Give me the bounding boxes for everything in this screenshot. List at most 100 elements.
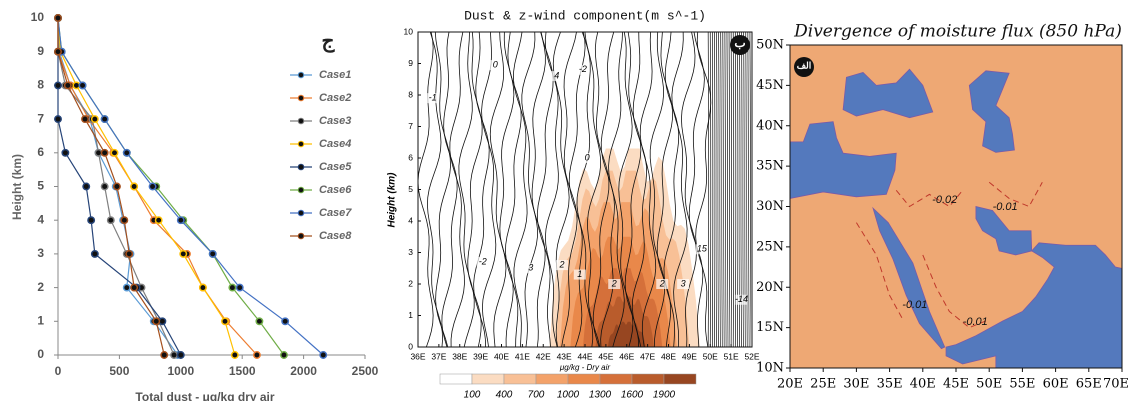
colorbar-label: 1900 (653, 390, 676, 401)
contour-line (618, 32, 634, 347)
y-tick-label: 4 (37, 212, 44, 226)
contour-line (434, 32, 451, 347)
contour-line (745, 32, 747, 347)
data-point (221, 317, 229, 326)
contour-label: -0.01 (993, 201, 1018, 213)
y-tick-label: 6 (37, 145, 44, 159)
data-point (87, 216, 96, 225)
contour-label: 1 (577, 269, 582, 279)
data-point (130, 283, 139, 292)
y-tick-label: 50N (756, 38, 784, 53)
contour-line (552, 32, 570, 347)
contour-line (449, 32, 465, 347)
contour-line (531, 32, 546, 347)
colorbar-box (471, 373, 505, 385)
legend-marker (297, 140, 305, 148)
y-tick-label: 3 (408, 247, 413, 257)
data-point (61, 148, 70, 157)
data-point (281, 317, 290, 326)
y-tick-label: 7 (37, 111, 44, 125)
contour-line (427, 32, 444, 347)
contour-line (481, 32, 497, 347)
legend-marker (297, 71, 305, 79)
contour-label: 0 (493, 59, 498, 69)
x-tick-label: 52E (744, 351, 759, 361)
panel-letter: ج (322, 30, 336, 53)
contour-line (743, 32, 745, 347)
contour-line (473, 32, 490, 347)
data-point (228, 283, 237, 292)
contour-line (737, 32, 739, 347)
legend-label: Case2 (319, 92, 351, 104)
sea (872, 206, 946, 350)
data-point (130, 182, 139, 191)
contour-line (720, 32, 722, 347)
x-tick-label: 40E (494, 351, 509, 361)
contour-line (441, 32, 458, 347)
contour-line (724, 32, 726, 347)
contour-label: -0.01 (902, 299, 927, 311)
contour-line (624, 32, 642, 347)
x-tick-label: 37E (431, 351, 446, 361)
contour-line (718, 32, 720, 347)
data-point (54, 14, 62, 22)
contour-line (631, 32, 647, 347)
x-tick-label: 2000 (290, 364, 317, 378)
data-point (280, 351, 288, 359)
y-tick-label: 15N (756, 320, 784, 335)
y-tick-label: 7 (408, 121, 413, 131)
y-tick-label: 8 (37, 78, 44, 92)
contour-line (544, 32, 559, 347)
data-point (90, 249, 99, 258)
x-tick-label: 25E (810, 377, 836, 392)
y-axis-label: Height (km) (387, 172, 398, 228)
data-point (198, 283, 207, 292)
x-tick-label: 51E (724, 351, 739, 361)
contour-line (639, 32, 657, 347)
colorbar-box (663, 373, 697, 385)
data-point (90, 115, 99, 124)
x-tick-label: 55E (1009, 377, 1035, 392)
x-tick-label: 2500 (352, 364, 379, 378)
data-point (63, 81, 72, 90)
label-bg (735, 294, 748, 305)
colorbar-box (631, 373, 665, 385)
data-point (110, 148, 119, 157)
contour-label: -0.02 (932, 194, 957, 206)
y-tick-label: 1 (408, 310, 413, 320)
y-tick-label: 5 (37, 179, 44, 193)
colorbar-box (535, 373, 569, 385)
data-point (125, 249, 134, 258)
data-point (154, 216, 163, 225)
contour-line (739, 32, 741, 347)
label-bg (695, 244, 708, 255)
y-tick-label: 0 (37, 347, 44, 361)
y-tick-label: 30N (756, 199, 784, 214)
x-tick-label: 30E (843, 377, 869, 392)
legend-marker (297, 117, 305, 125)
series-line (57, 17, 285, 356)
y-tick-label: 8 (408, 89, 413, 99)
contour-label: 0 (585, 152, 590, 162)
x-tick-label: 500 (109, 364, 129, 378)
legend-marker (297, 186, 305, 194)
label-bg (608, 279, 621, 289)
data-point (112, 182, 121, 191)
contour-label: 3 (681, 278, 686, 288)
contour-line (458, 32, 475, 347)
data-point (252, 351, 261, 359)
contour-line (732, 32, 735, 347)
y-tick-label: 5 (408, 184, 413, 194)
legend-marker (297, 94, 305, 102)
contour-line (716, 32, 718, 347)
x-tick-label: 70E (1103, 377, 1129, 392)
contour-line (734, 32, 737, 347)
data-point (176, 351, 185, 359)
contour-line (499, 32, 515, 347)
contour-label: -0.01 (963, 316, 988, 328)
label-bg (426, 93, 439, 104)
contour-line (747, 32, 749, 347)
x-tick-label: 46E (619, 351, 634, 361)
data-point (81, 115, 89, 124)
